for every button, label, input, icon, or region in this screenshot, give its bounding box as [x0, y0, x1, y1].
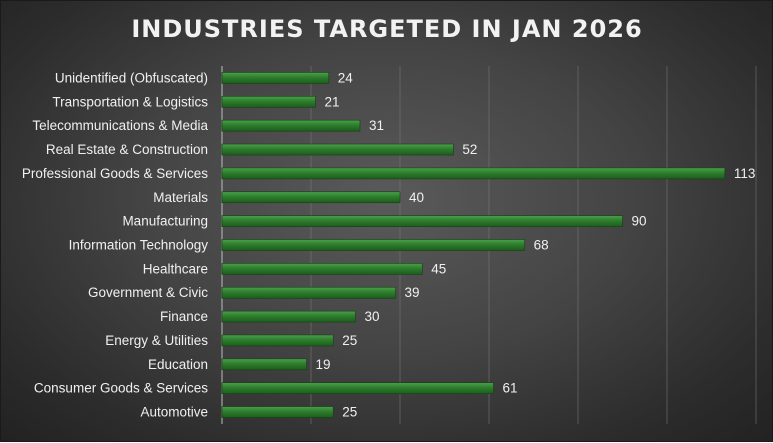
- bar: [221, 334, 334, 347]
- bar: [221, 239, 525, 251]
- data-label: 113: [734, 166, 756, 181]
- category-label: Automotive: [140, 405, 208, 420]
- bar: [221, 406, 334, 418]
- category-label: Professional Goods & Services: [22, 166, 208, 181]
- category-label: Finance: [160, 309, 208, 324]
- data-label: 40: [409, 190, 424, 205]
- category-label: Healthcare: [143, 261, 208, 276]
- bar: [221, 96, 316, 108]
- category-label: Government & Civic: [88, 285, 208, 300]
- bar: [221, 263, 423, 275]
- category-label: Real Estate & Construction: [46, 142, 208, 157]
- category-labels: Unidentified (Obfuscated) Transportation …: [22, 70, 209, 419]
- data-label: 25: [342, 333, 357, 348]
- data-label: 68: [534, 238, 549, 253]
- category-label: Materials: [153, 190, 208, 205]
- category-label: Education: [148, 357, 208, 372]
- data-label: 90: [632, 214, 647, 229]
- data-label: 52: [462, 142, 477, 157]
- data-label: 31: [369, 118, 384, 133]
- bar: [221, 358, 307, 371]
- data-label: 45: [431, 261, 446, 276]
- bar: [221, 215, 623, 227]
- data-label: 19: [316, 357, 331, 372]
- bars: [221, 72, 726, 418]
- data-label: 24: [338, 70, 354, 85]
- data-label: 30: [365, 309, 380, 324]
- bar: [221, 286, 396, 299]
- category-label: Consumer Goods & Services: [34, 381, 208, 396]
- category-label: Manufacturing: [122, 214, 208, 229]
- data-label: 39: [405, 285, 420, 300]
- data-label: 25: [342, 405, 357, 420]
- category-label: Information Technology: [69, 238, 209, 253]
- category-label: Unidentified (Obfuscated): [55, 70, 208, 85]
- category-label: Energy & Utilities: [105, 333, 208, 348]
- bar: [221, 167, 726, 180]
- value-labels: 24 21 31 52 113 40 90 68 45 39 30 25 19 61 25: [316, 70, 756, 419]
- bar: [221, 310, 356, 323]
- bar: [221, 143, 454, 156]
- data-label: 21: [324, 94, 339, 109]
- bar: [221, 119, 361, 132]
- category-label: Telecommunications & Media: [32, 118, 208, 133]
- chart-title: INDUSTRIES TARGETED IN JAN 2026: [131, 15, 642, 43]
- data-label: 61: [502, 381, 517, 396]
- bar: [221, 191, 401, 204]
- bar: [221, 72, 330, 84]
- bar: [221, 382, 494, 395]
- category-label: Transportation & Logistics: [52, 94, 208, 109]
